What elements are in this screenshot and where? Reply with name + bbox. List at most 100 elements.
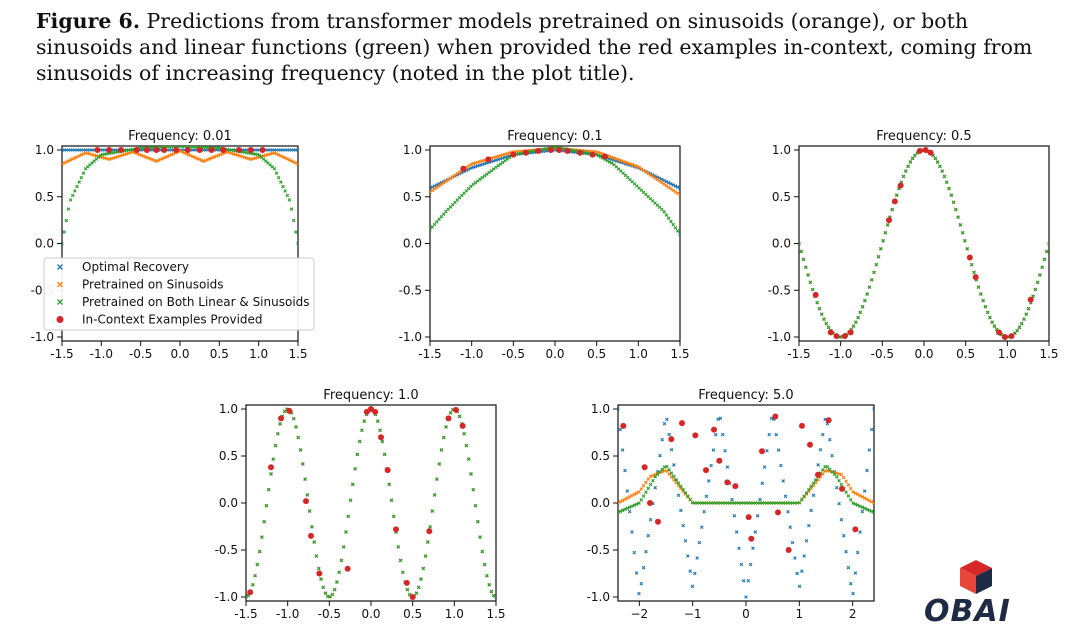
series-marker [958,223,963,227]
series-marker [825,468,830,473]
x-tick-label: 0.5 [210,347,229,361]
series-marker [800,497,804,502]
series-marker [910,156,915,161]
series-marker [332,587,337,592]
series-marker [741,578,746,583]
series-marker [851,501,855,505]
subplot-frequency-0-01: Frequency: 0.01 -1.5 -1.0 -0.5 0.0 0.5 1.0 1.5 -… [0,118,320,368]
series-marker [627,495,632,499]
series-marker [480,159,485,163]
series-marker [956,215,960,219]
y-tick-label: -1.0 [215,590,238,604]
series-both [62,146,298,246]
series-examples [460,147,608,172]
series-marker [389,498,394,503]
series-marker [471,165,475,170]
series-marker [681,487,685,492]
series-marker [618,501,620,505]
x-tick-label: 1.5 [486,607,505,621]
series-marker [639,498,644,502]
series-marker [641,494,646,498]
series-marker [947,186,951,191]
series-marker [674,477,678,482]
series-marker [627,509,632,514]
series-marker [660,437,665,442]
series-marker [660,207,664,212]
series-marker [62,161,66,165]
series-marker [848,498,853,502]
series-marker [856,315,860,320]
series-marker [111,156,116,160]
series-marker [605,158,610,163]
legend-entry: Pretrained on Both Linear & Sinusoids [82,295,310,309]
series-marker [706,479,711,483]
series-marker [473,161,478,165]
series-marker [885,223,890,227]
series-marker [942,174,947,179]
series-marker [858,310,863,315]
series-marker [666,216,671,221]
series-marker [711,448,716,452]
series-marker [75,184,79,189]
series-marker [817,306,822,311]
in-context-example-point [972,274,979,281]
series-marker [655,472,660,477]
series-marker [1026,306,1031,311]
series-marker [289,207,294,211]
x-tick-label: 0.5 [587,347,606,361]
series-marker [489,589,494,594]
series-marker [648,474,653,479]
series-marker [858,530,862,534]
series-marker [667,432,671,437]
series-marker [678,193,680,197]
series-marker [272,166,277,171]
series-marker [965,247,969,251]
y-tick-label: 0.5 [403,190,422,204]
series-marker [851,324,856,328]
series-marker [77,154,81,158]
series-marker [678,186,680,191]
series-marker [801,257,806,262]
series-marker [623,160,628,164]
series-marker [767,432,772,437]
series-marker [475,164,480,168]
x-tick-label: 1.0 [998,347,1017,361]
in-context-example-point [303,498,309,505]
x-tick-label: 0 [742,607,750,621]
in-context-example-point [510,151,517,158]
in-context-example-point [841,333,848,340]
series-marker [881,239,885,243]
series-marker [218,152,223,157]
x-tick-label: 0.5 [956,347,975,361]
series-marker [618,407,620,411]
series-marker [1042,257,1047,262]
series-marker [874,262,879,267]
in-context-example-point [1008,333,1015,340]
series-marker [283,189,287,193]
series-marker [165,154,169,159]
in-context-example-point [460,165,467,172]
series-marker [401,570,405,575]
series-marker [283,156,287,160]
series-marker [809,508,813,513]
series-marker [853,502,858,506]
series-marker [648,482,653,487]
series-marker [287,158,292,162]
series-marker [963,239,967,243]
chart-title: Frequency: 0.1 [507,129,602,144]
in-context-example-point [106,147,113,153]
series-marker [851,490,855,494]
series-marker [610,155,614,160]
series-marker [651,473,655,478]
series-marker [839,517,844,522]
in-context-example-point [286,407,293,414]
in-context-example-point [577,149,583,156]
series-marker [466,457,471,461]
series-marker [335,580,339,584]
series-marker [1017,325,1022,330]
series-marker [357,439,362,444]
series-marker [150,157,154,162]
plot-frame [429,145,681,342]
in-context-example-point [118,147,124,153]
x-tick-label: 1.0 [249,347,268,361]
